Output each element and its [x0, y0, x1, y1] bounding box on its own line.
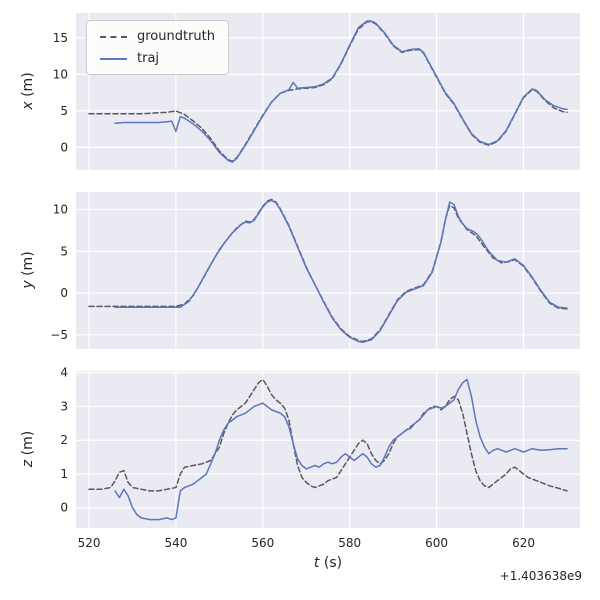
xlabel-var: t — [313, 555, 320, 571]
subplot-x: 0 5 10 15 — [53, 13, 580, 170]
y-tick-label: −5 — [50, 328, 68, 342]
series-line-traj — [114, 199, 568, 344]
axes-background — [76, 192, 580, 349]
y-axis-label-y: y (m) — [20, 210, 36, 330]
x-tick-label: 520 — [78, 536, 101, 550]
x-tick-label: 540 — [164, 536, 187, 550]
y-tick-label: 0 — [60, 501, 68, 515]
y-axis-label-x: x (m) — [20, 31, 36, 151]
x-tick-label: 600 — [425, 536, 448, 550]
y-tick-label: 15 — [53, 31, 68, 45]
x-tick-label: 580 — [338, 536, 361, 550]
series-line-traj — [114, 20, 568, 163]
xlabel-unit: (s) — [323, 555, 343, 571]
axes-background — [76, 371, 580, 528]
y-tick-label: 0 — [60, 140, 68, 154]
x-axis-label: t (s) — [76, 555, 580, 571]
ylabel-y-unit: (m) — [20, 251, 36, 276]
solid-line-sample — [100, 57, 127, 60]
y-tick-label: 0 — [60, 286, 68, 300]
y-tick-label: 10 — [53, 203, 68, 217]
y-tick-label: 3 — [60, 399, 68, 413]
ylabel-z-var: z — [20, 459, 36, 468]
legend: groundtruth traj — [86, 20, 230, 75]
ylabel-y-var: y — [20, 280, 36, 289]
legend-entry-groundtruth: groundtruth — [100, 29, 215, 44]
axis-offset-text: +1.403638e9 — [499, 569, 582, 583]
subplot-y: −5 0 5 10 — [50, 192, 580, 349]
y-tick-label: 2 — [60, 433, 68, 447]
subplot-z: 0 1 2 3 4 520 540 560 580 600 620 — [60, 366, 580, 550]
series-line-groundtruth — [88, 378, 568, 492]
legend-entry-traj: traj — [100, 51, 215, 66]
y-tick-label: 5 — [60, 104, 68, 118]
legend-label-groundtruth: groundtruth — [137, 29, 216, 44]
ylabel-z-unit: (m) — [20, 430, 36, 456]
legend-label-traj: traj — [137, 51, 160, 66]
x-tick-label: 560 — [251, 536, 274, 550]
y-tick-label: 5 — [60, 244, 68, 258]
series-line-traj — [114, 378, 568, 521]
y-tick-label: 1 — [60, 467, 68, 481]
dashed-line-sample — [100, 35, 127, 38]
ylabel-x-unit: (m) — [20, 72, 36, 97]
y-tick-label: 4 — [60, 366, 68, 380]
y-tick-label: 10 — [53, 67, 68, 81]
x-tick-label: 620 — [512, 536, 535, 550]
ylabel-x-var: x — [20, 101, 36, 110]
y-axis-label-z: z (m) — [20, 389, 36, 509]
